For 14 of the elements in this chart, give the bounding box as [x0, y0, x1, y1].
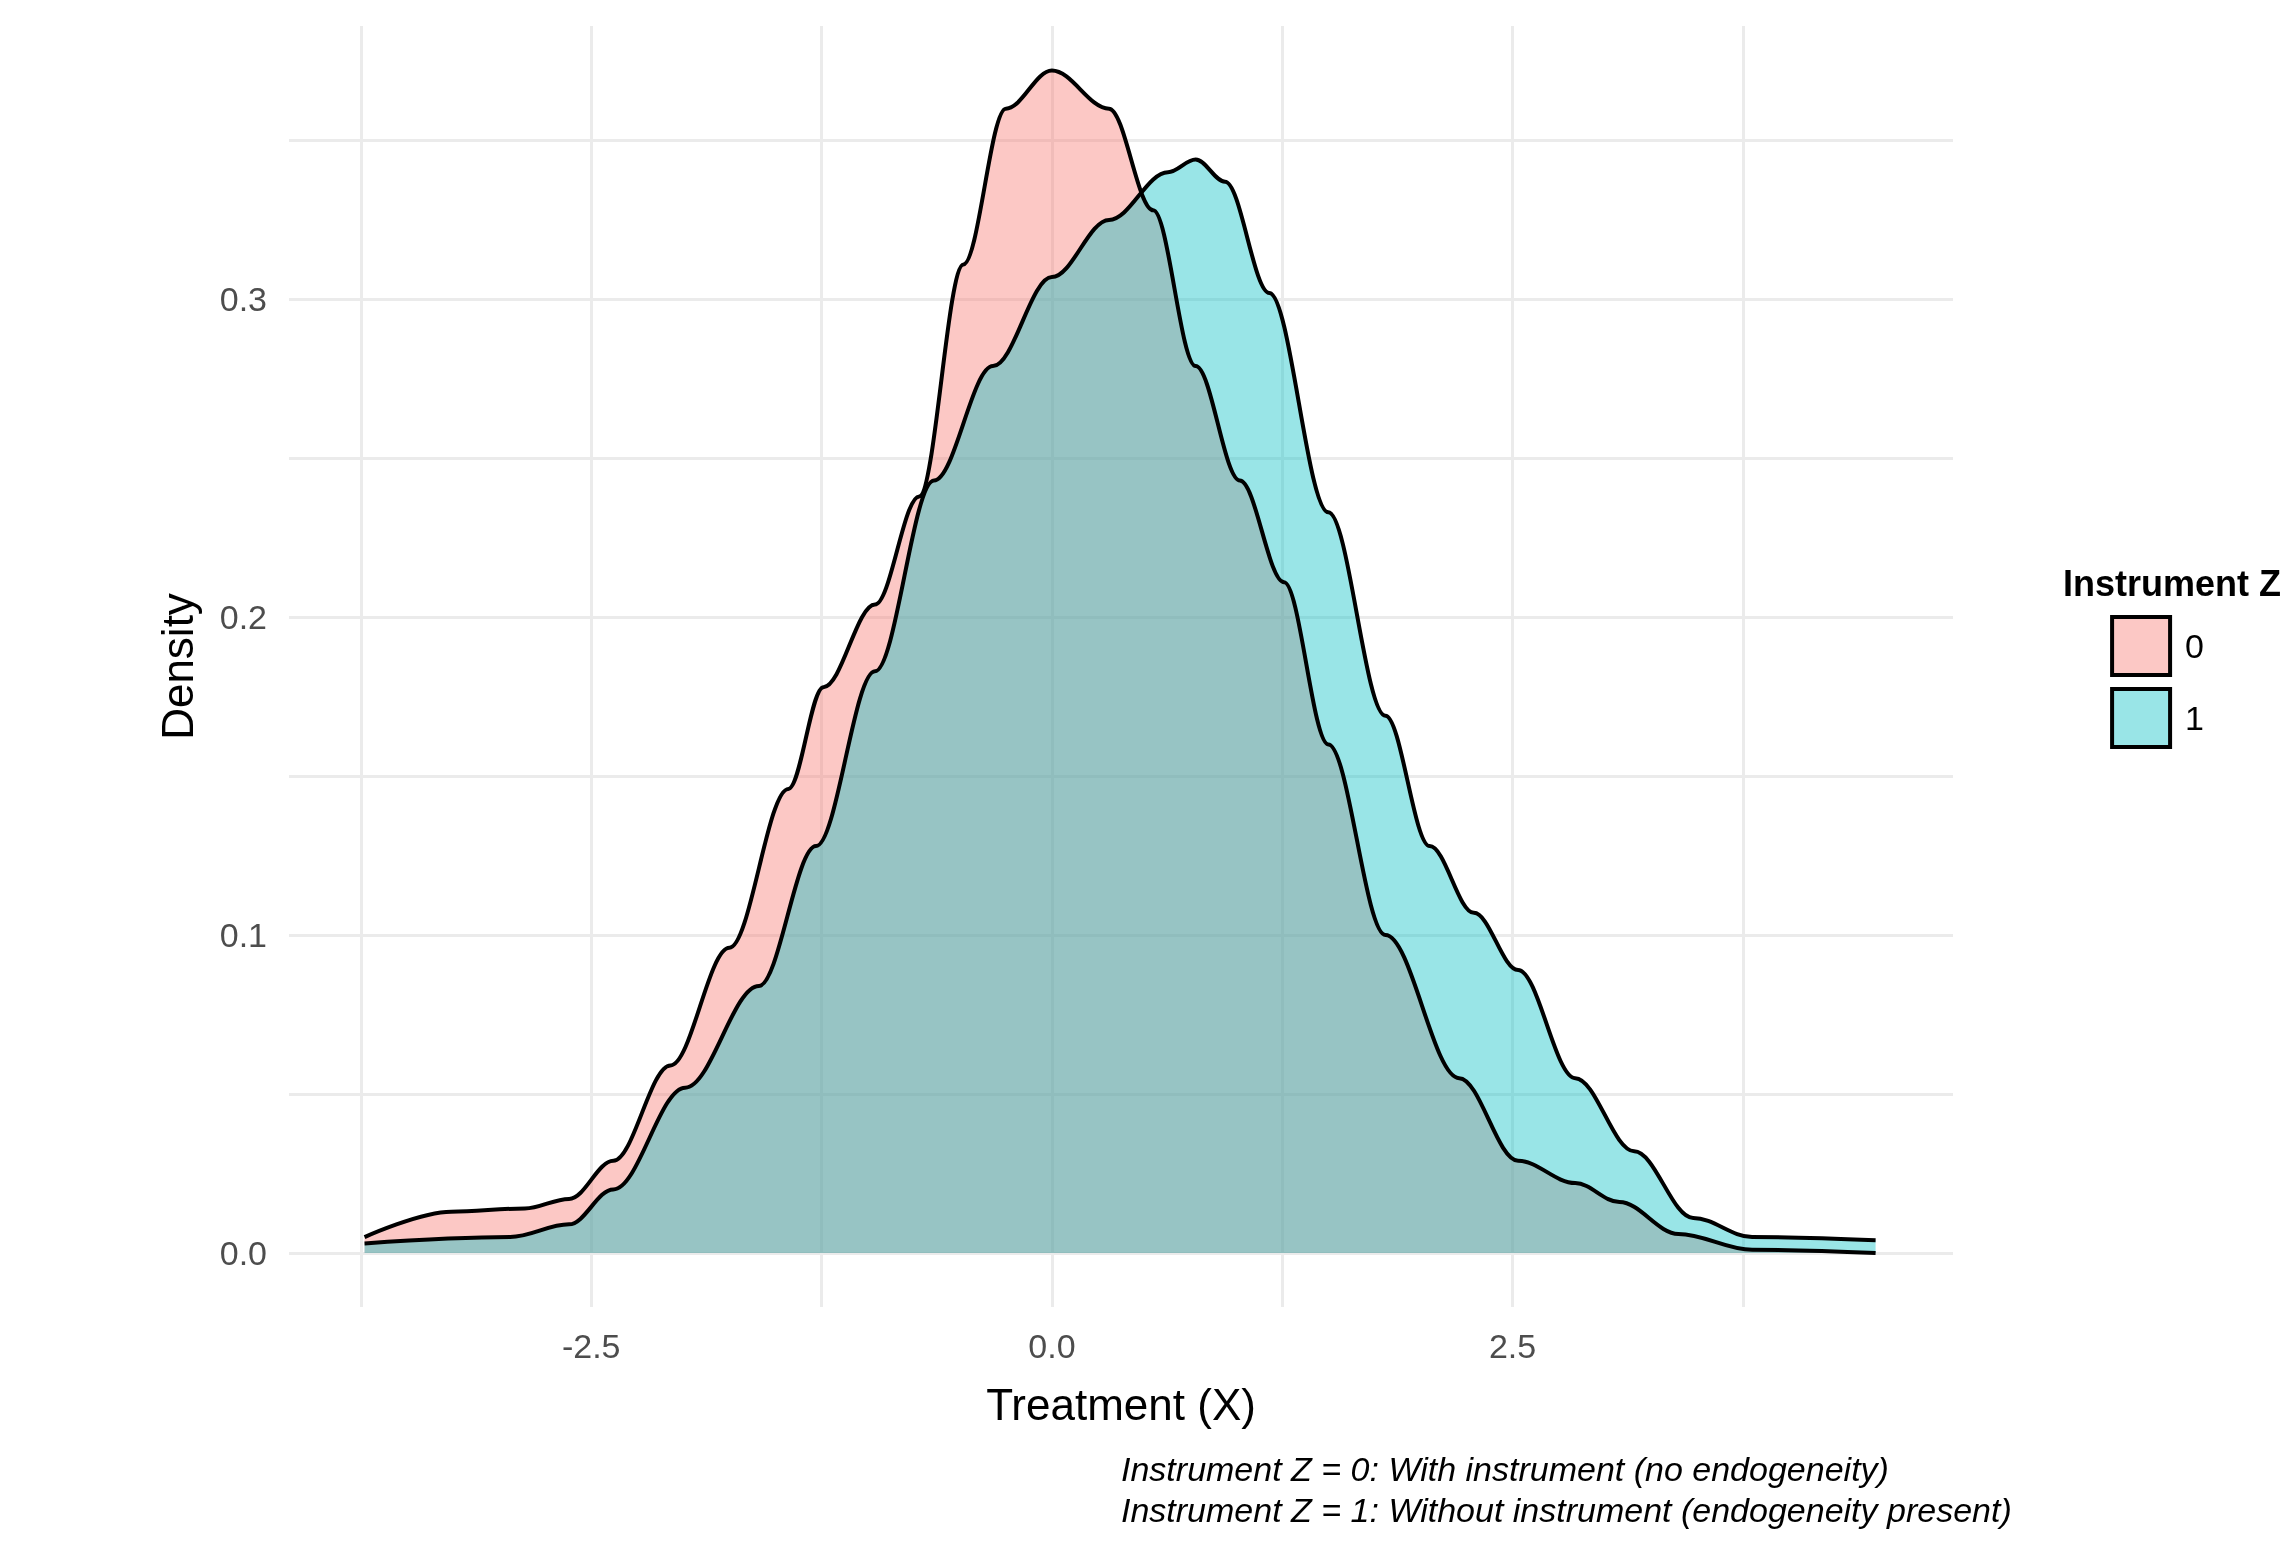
y-tick-label: 0.0 [219, 1233, 267, 1272]
legend-label: 0 [2185, 627, 2205, 665]
x-tick-label: 0.0 [1028, 1327, 1076, 1365]
y-axis-title: Density [152, 593, 202, 740]
legend-label: 1 [2185, 699, 2205, 737]
x-tick-label: -2.5 [561, 1327, 621, 1365]
text: Instrument Z = 0: With instrument (no endogeneity) [1121, 1450, 1889, 1488]
y-tick-label: 0.2 [219, 598, 267, 637]
text: Instrument Z = 1: Without instrument (endogeneity present) [1121, 1491, 2012, 1529]
y-tick-label: 0.3 [219, 280, 267, 319]
x-axis-title: Treatment (X) [986, 1379, 1256, 1429]
y-tick-label: 0.1 [219, 916, 267, 955]
legend-title: Instrument Z [2063, 562, 2282, 604]
x-tick-label: 2.5 [1488, 1327, 1537, 1365]
